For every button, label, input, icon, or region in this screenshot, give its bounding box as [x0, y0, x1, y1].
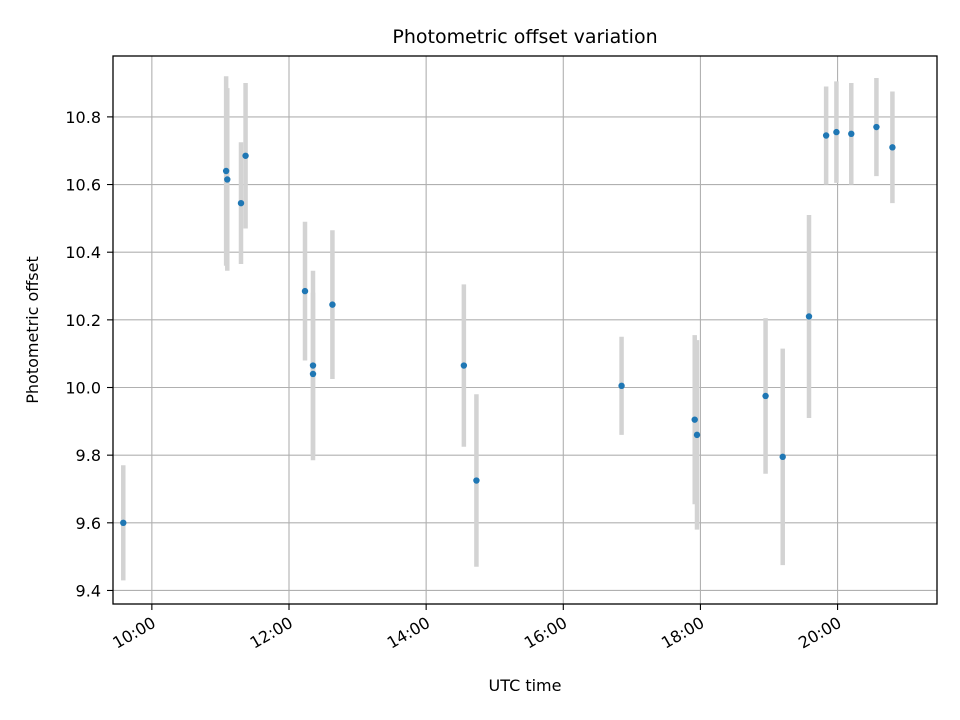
- y-tick-label: 10.8: [65, 108, 101, 127]
- plot-frame: [112, 55, 938, 605]
- data-point: [120, 519, 127, 527]
- data-point: [309, 370, 317, 378]
- data-point: [329, 301, 336, 308]
- data-point: [242, 152, 249, 159]
- y-tick-label: 9.8: [76, 446, 101, 465]
- y-tick-label: 10.0: [65, 379, 101, 398]
- y-tick-label: 10.2: [65, 311, 101, 330]
- x-axis-label: UTC time: [489, 676, 562, 695]
- data-point: [460, 362, 468, 369]
- chart-title: Photometric offset variation: [392, 26, 657, 48]
- data-point: [822, 132, 830, 139]
- data-points: [120, 123, 896, 527]
- data-point: [618, 382, 625, 390]
- data-point: [224, 176, 231, 183]
- data-point: [237, 199, 245, 207]
- data-point: [222, 167, 230, 175]
- data-point: [473, 477, 480, 484]
- y-tick-label: 10.6: [65, 176, 101, 195]
- data-point: [301, 287, 309, 295]
- y-tick-label: 10.4: [65, 243, 101, 262]
- data-point: [309, 362, 317, 369]
- data-point: [779, 453, 786, 461]
- data-point: [691, 416, 698, 423]
- data-point: [873, 123, 880, 131]
- y-tick-label: 9.4: [76, 581, 101, 600]
- data-point: [833, 128, 840, 136]
- data-point: [848, 130, 855, 138]
- data-point: [805, 313, 813, 320]
- y-axis-ticks: 9.4 9.6 9.8 10.0 10.2 10.4 10.6 10.8: [65, 108, 113, 600]
- y-tick-label: 9.6: [76, 514, 101, 533]
- y-axis-label: Photometric offset: [23, 256, 42, 404]
- data-point: [693, 431, 701, 439]
- data-point: [762, 392, 769, 400]
- data-point: [889, 144, 896, 151]
